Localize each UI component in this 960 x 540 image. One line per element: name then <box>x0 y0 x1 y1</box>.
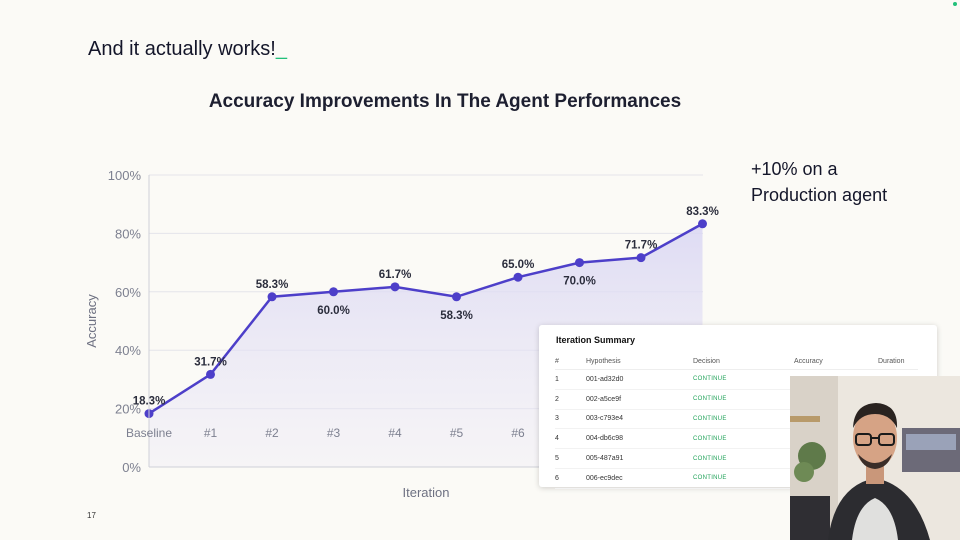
data-label: 58.3% <box>440 310 473 322</box>
row-hypothesis: 004-db6c98 <box>586 428 693 450</box>
callout-line-2: Production agent <box>751 185 888 205</box>
row-decision: CONTINUE <box>693 428 794 450</box>
col-hypothesis: Hypothesis <box>586 354 693 370</box>
row-decision: CONTINUE <box>693 369 794 390</box>
col-decision: Decision <box>693 354 794 370</box>
slide-title: And it actually works!_ <box>88 38 287 61</box>
x-tick-label: #4 <box>388 426 402 440</box>
row-decision: CONTINUE <box>693 389 794 410</box>
row-decision: CONTINUE <box>693 409 794 430</box>
data-label: 71.7% <box>625 240 658 252</box>
row-hypothesis: 002-a5ce9f <box>586 389 693 410</box>
y-tick-label: 20% <box>115 402 141 417</box>
row-hypothesis: 005-487a91 <box>586 448 693 469</box>
row-decision: CONTINUE <box>693 448 794 469</box>
y-tick-label: 60% <box>115 285 141 300</box>
data-point <box>636 253 646 263</box>
data-point <box>267 292 277 302</box>
text-cursor: _ <box>275 38 287 60</box>
row-index: 5 <box>555 448 586 469</box>
data-label: 31.7% <box>194 356 227 368</box>
x-tick-label: #2 <box>265 426 279 440</box>
y-tick-label: 100% <box>108 168 142 183</box>
x-tick-label: #1 <box>204 426 218 440</box>
data-label: 60.0% <box>317 305 350 317</box>
y-tick-label: 40% <box>115 343 141 358</box>
data-point <box>575 258 584 268</box>
data-label: 65.0% <box>502 259 535 271</box>
data-point <box>329 287 338 297</box>
slide-title-text: And it actually works! <box>88 38 276 60</box>
summary-header-row: # Hypothesis Decision Accuracy Duration <box>555 354 918 370</box>
row-index: 2 <box>555 389 586 410</box>
callout-line-1: +10% on a <box>751 159 838 179</box>
data-point <box>698 219 707 229</box>
data-point <box>452 292 461 302</box>
y-axis-title: Accuracy <box>84 294 99 348</box>
row-index: 6 <box>555 468 586 489</box>
row-hypothesis: 001-ad32d0 <box>586 369 693 390</box>
row-index: 4 <box>555 428 586 450</box>
x-tick-label: #5 <box>450 426 464 440</box>
presenter-video-frame <box>790 376 960 540</box>
data-point <box>390 282 400 292</box>
row-hypothesis: 003-c793e4 <box>586 409 693 430</box>
data-label: 58.3% <box>256 279 289 291</box>
x-axis-title: Iteration <box>403 485 450 500</box>
data-label: 61.7% <box>379 269 412 281</box>
summary-title: Iteration Summary <box>556 335 636 345</box>
row-decision: CONTINUE <box>693 468 794 489</box>
col-accuracy: Accuracy <box>794 354 878 370</box>
row-index: 1 <box>555 369 586 390</box>
row-index: 3 <box>555 409 586 430</box>
y-tick-label: 0% <box>122 460 141 475</box>
presenter-webcam <box>790 376 960 540</box>
chart-title: Accuracy Improvements In The Agent Perfo… <box>208 91 682 112</box>
y-tick-label: 80% <box>115 226 141 241</box>
x-tick-label: Baseline <box>126 426 172 440</box>
data-label: 83.3% <box>686 206 719 218</box>
x-tick-label: #3 <box>327 426 341 440</box>
col-duration: Duration <box>878 354 918 370</box>
data-point <box>206 369 215 379</box>
col-index: # <box>555 354 586 370</box>
row-hypothesis: 006-ec9dec <box>586 468 693 489</box>
data-point <box>513 272 523 282</box>
recording-indicator <box>953 2 957 6</box>
series-line <box>148 222 704 415</box>
data-label: 70.0% <box>563 276 596 288</box>
x-tick-label: #6 <box>511 426 525 440</box>
page-number: 17 <box>87 511 96 520</box>
callout-text: +10% on a Production agent <box>751 156 951 208</box>
